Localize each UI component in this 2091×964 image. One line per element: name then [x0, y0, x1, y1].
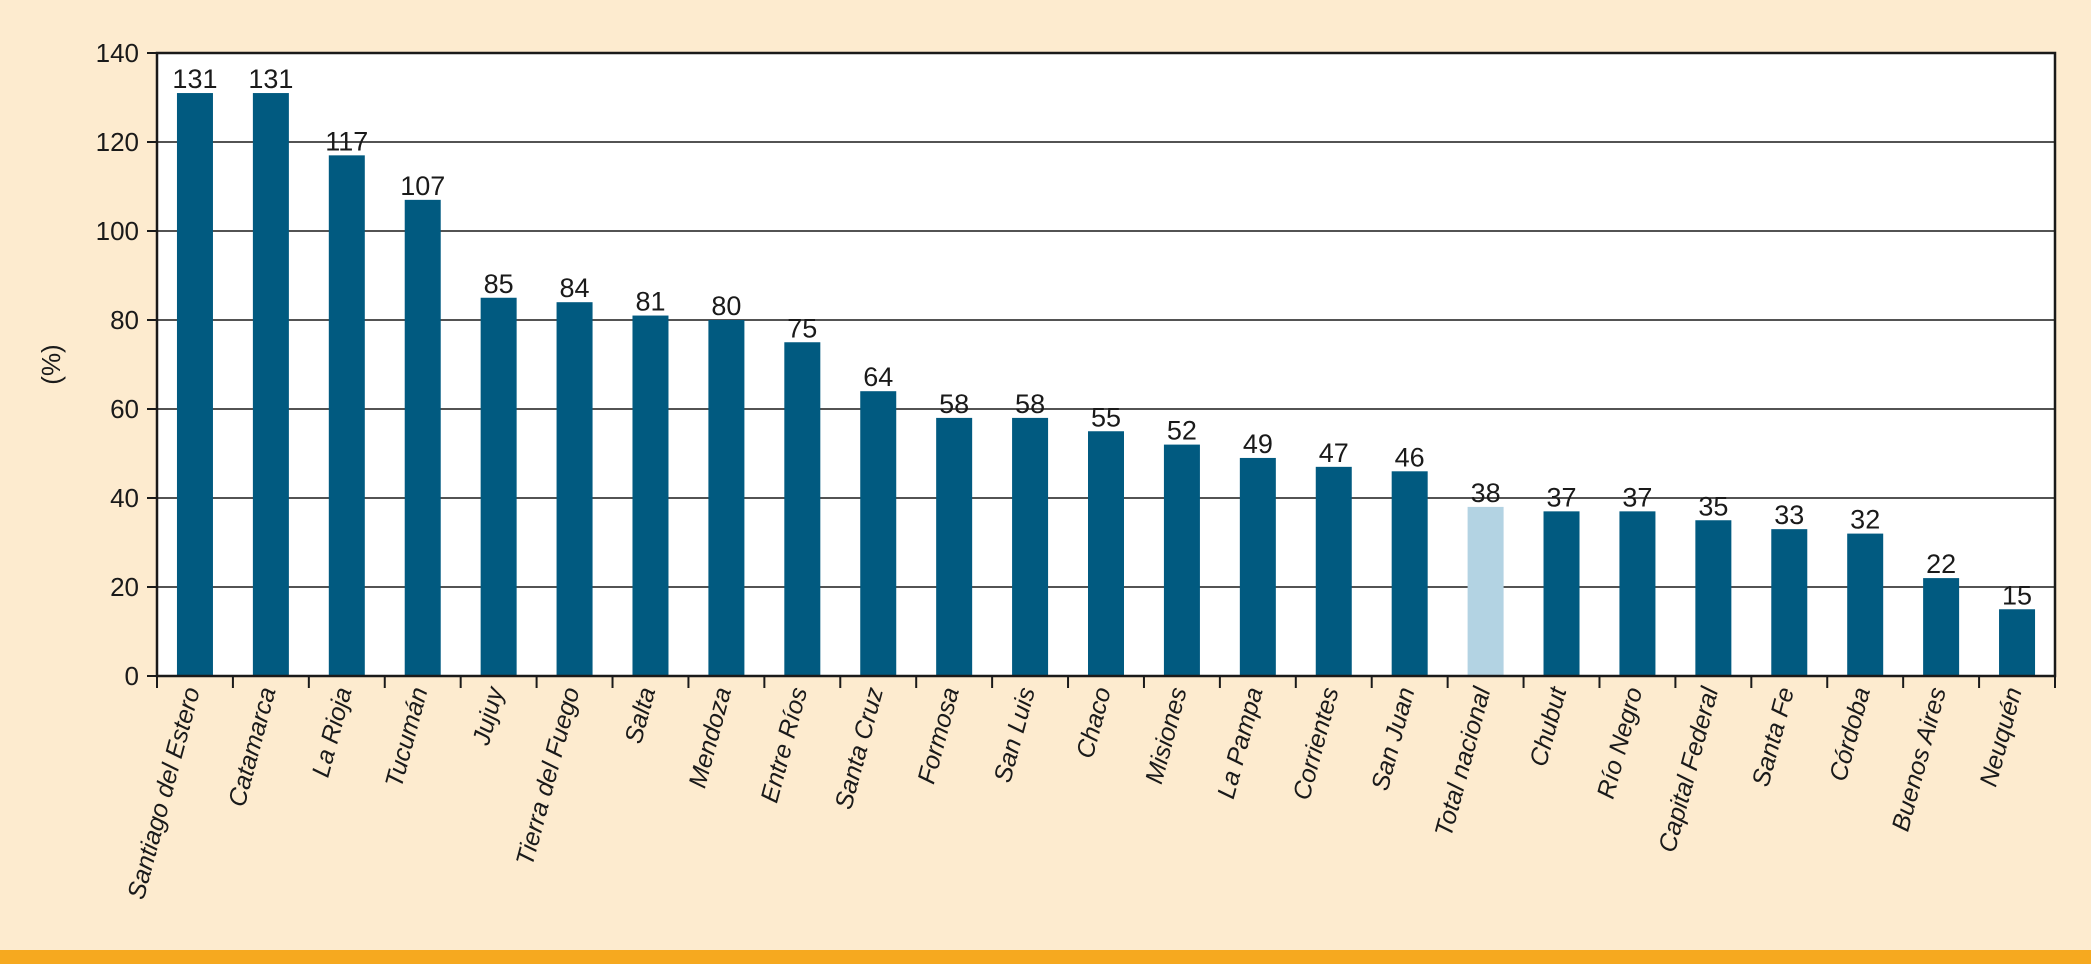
- x-category-label: San Juan: [1366, 684, 1420, 793]
- data-label: 37: [1546, 482, 1576, 512]
- bar: [1239, 457, 1276, 676]
- data-label: 84: [560, 273, 590, 303]
- x-category-label: Tucumán: [380, 684, 434, 790]
- data-label: 15: [2002, 580, 2032, 610]
- bar: [480, 297, 517, 676]
- bar: [1543, 511, 1580, 676]
- x-category-label: Chubut: [1524, 683, 1572, 769]
- bar: [1391, 471, 1428, 676]
- x-category-label: Santiago del Estero: [122, 684, 206, 902]
- bar: [1315, 466, 1352, 676]
- bar: [936, 417, 973, 676]
- data-label: 22: [1926, 549, 1956, 579]
- bar: [1847, 533, 1884, 676]
- bar: [176, 93, 213, 677]
- x-category-label: Mendoza: [684, 684, 738, 791]
- data-label: 49: [1243, 429, 1273, 459]
- y-tick-label: 0: [125, 661, 139, 691]
- bar: [252, 93, 289, 677]
- y-tick-label: 140: [96, 38, 139, 68]
- bar: [860, 391, 897, 676]
- x-category-label: Formosa: [912, 684, 965, 787]
- data-label: 52: [1167, 416, 1197, 446]
- data-label: 58: [1015, 389, 1045, 419]
- data-label: 131: [172, 64, 217, 94]
- x-category-label: La Rioja: [307, 684, 358, 780]
- x-category-label: Santa Fe: [1747, 684, 1800, 789]
- bar: [328, 155, 365, 677]
- data-label: 38: [1471, 478, 1501, 508]
- plot-frame: [155, 51, 2057, 678]
- bar: [1619, 511, 1656, 676]
- y-tick-label: 120: [96, 127, 139, 157]
- data-label: 37: [1622, 482, 1652, 512]
- bar: [1999, 609, 2036, 676]
- y-axis-title: (%): [36, 344, 66, 384]
- bottom-accent-band: [0, 950, 2091, 964]
- data-label: 117: [325, 126, 368, 156]
- x-category-label: Capital Federal: [1653, 683, 1724, 855]
- data-label: 46: [1395, 442, 1425, 472]
- data-label: 35: [1698, 491, 1728, 521]
- x-category-label: San Luis: [989, 684, 1041, 785]
- bar: [784, 342, 821, 676]
- bars: 131 131 117 107 85 84 81 80 75 64 58 58 55 52 49 47 46 38…: [172, 64, 2036, 677]
- data-label: 81: [635, 287, 665, 317]
- data-label: 64: [863, 362, 893, 392]
- data-label: 55: [1091, 402, 1121, 432]
- bar: [1923, 578, 1960, 676]
- x-category-label: Corrientes: [1288, 684, 1345, 803]
- y-tick-label: 100: [96, 216, 139, 246]
- y-tick-label: 80: [110, 305, 139, 335]
- x-category-label: Total nacional: [1430, 683, 1497, 840]
- y-tick-label: 20: [110, 572, 139, 602]
- x-category-label: Misiones: [1140, 684, 1193, 787]
- x-category-label: Neuquén: [1975, 684, 2028, 789]
- data-label: 107: [400, 171, 445, 201]
- data-label: 47: [1319, 438, 1349, 468]
- x-category-label: Tierra del Fuego: [511, 684, 585, 868]
- data-label: 58: [939, 389, 969, 419]
- x-category-label: Salta: [619, 684, 661, 746]
- x-category-label: Entre Ríos: [756, 684, 814, 805]
- x-category-label: Jujuy: [467, 683, 510, 749]
- bar: [1771, 529, 1808, 676]
- bar: [632, 315, 669, 676]
- bar: [1163, 444, 1200, 676]
- x-category-label: Santa Cruz: [830, 684, 890, 813]
- bar: [1467, 506, 1504, 676]
- x-category-label: Chaco: [1071, 684, 1117, 761]
- x-category-label: La Pampa: [1212, 684, 1269, 801]
- bar: [1012, 417, 1049, 676]
- bar: [404, 199, 441, 676]
- y-tick-label: 40: [110, 483, 139, 513]
- y-tick-label: 60: [110, 394, 139, 424]
- x-category-label: Río Negro: [1592, 684, 1649, 801]
- bar: [708, 320, 745, 676]
- data-label: 32: [1850, 505, 1880, 535]
- bar: [556, 302, 593, 676]
- bar: [1695, 520, 1732, 676]
- x-category-label: Córdoba: [1824, 684, 1876, 784]
- data-label: 75: [787, 313, 817, 343]
- data-label: 85: [484, 269, 514, 299]
- data-label: 33: [1774, 500, 1804, 530]
- data-label: 131: [248, 64, 293, 94]
- x-category-label: Buenos Aires: [1887, 684, 1952, 834]
- x-category-label: Catamarca: [223, 684, 282, 809]
- bar: [1088, 431, 1124, 676]
- data-label: 80: [711, 291, 741, 321]
